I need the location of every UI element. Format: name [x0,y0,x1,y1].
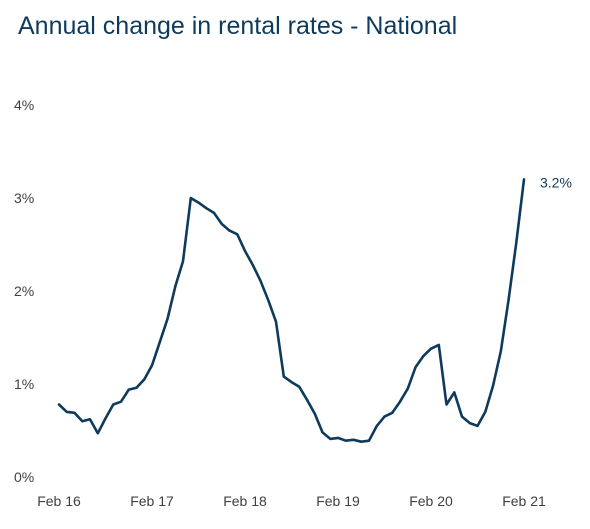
x-tick-label: Feb 16 [37,493,81,509]
y-tick-label: 2% [14,283,34,299]
series-line [57,178,526,444]
y-tick-label: 1% [14,376,34,392]
y-tick-label: 3% [14,190,34,206]
chart-title: Annual change in rental rates - National [18,12,458,40]
y-tick-label: 4% [14,97,34,113]
series-group [57,178,526,444]
x-tick-label: Feb 17 [130,493,174,509]
x-tick-label: Feb 20 [409,493,453,509]
x-tick-label: Feb 19 [316,493,360,509]
y-tick-label: 0% [14,469,34,485]
x-tick-label: Feb 21 [502,493,546,509]
y-axis: 0% 1% 2% 3% 4% [14,97,34,485]
x-axis: Feb 16 Feb 17 Feb 18 Feb 19 Feb 20 Feb 21 [37,493,546,509]
end-value-label: 3.2% [540,174,572,190]
x-tick-label: Feb 18 [223,493,267,509]
annotations: 3.2% [540,174,572,190]
